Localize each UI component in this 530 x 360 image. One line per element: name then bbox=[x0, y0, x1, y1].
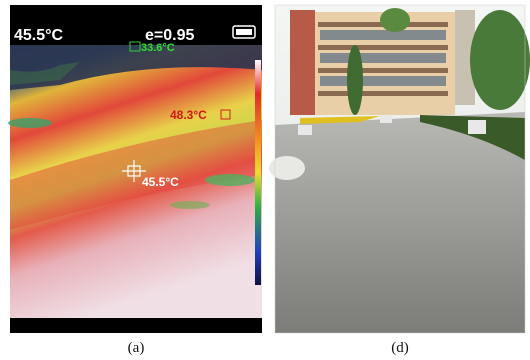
caption: (a) bbox=[128, 340, 145, 356]
courtyard-photo bbox=[269, 5, 530, 333]
center-spot: 45.5°C bbox=[142, 175, 179, 189]
max-temp: 45.5°C bbox=[14, 27, 64, 44]
figure: 45.5°C e=0.95 33.6°C 48.3°C 45.5°C (a) bbox=[0, 0, 530, 360]
hot-spot: 48.3°C bbox=[170, 108, 207, 122]
thermal-image: 45.5°C e=0.95 33.6°C 48.3°C 45.5°C bbox=[8, 5, 262, 333]
min-spot: 33.6°C bbox=[141, 42, 175, 54]
caption: (d) bbox=[391, 340, 409, 356]
